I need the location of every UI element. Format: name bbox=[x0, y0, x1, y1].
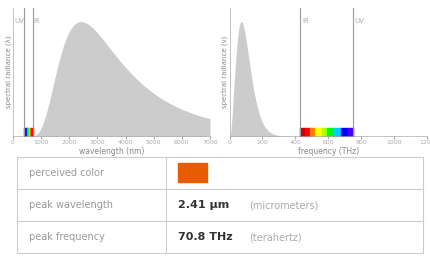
Text: 70.8 THz: 70.8 THz bbox=[178, 232, 233, 242]
Text: (terahertz): (terahertz) bbox=[248, 232, 301, 242]
X-axis label: frequency (THz): frequency (THz) bbox=[297, 147, 358, 156]
Y-axis label: spectral radiance (λ): spectral radiance (λ) bbox=[5, 36, 12, 108]
Text: UV: UV bbox=[353, 18, 363, 24]
Text: (micrometers): (micrometers) bbox=[248, 200, 317, 210]
Text: perceived color: perceived color bbox=[29, 168, 104, 178]
Y-axis label: spectral radiance (ν): spectral radiance (ν) bbox=[221, 36, 228, 108]
Text: peak frequency: peak frequency bbox=[29, 232, 105, 242]
Bar bbox=[178, 163, 207, 182]
Text: UV: UV bbox=[14, 18, 24, 24]
Text: IR: IR bbox=[301, 18, 308, 24]
Text: 2.41 μm: 2.41 μm bbox=[178, 200, 229, 210]
Text: peak wavelength: peak wavelength bbox=[29, 200, 113, 210]
Text: IR: IR bbox=[33, 18, 40, 24]
X-axis label: wavelength (nm): wavelength (nm) bbox=[79, 147, 144, 156]
